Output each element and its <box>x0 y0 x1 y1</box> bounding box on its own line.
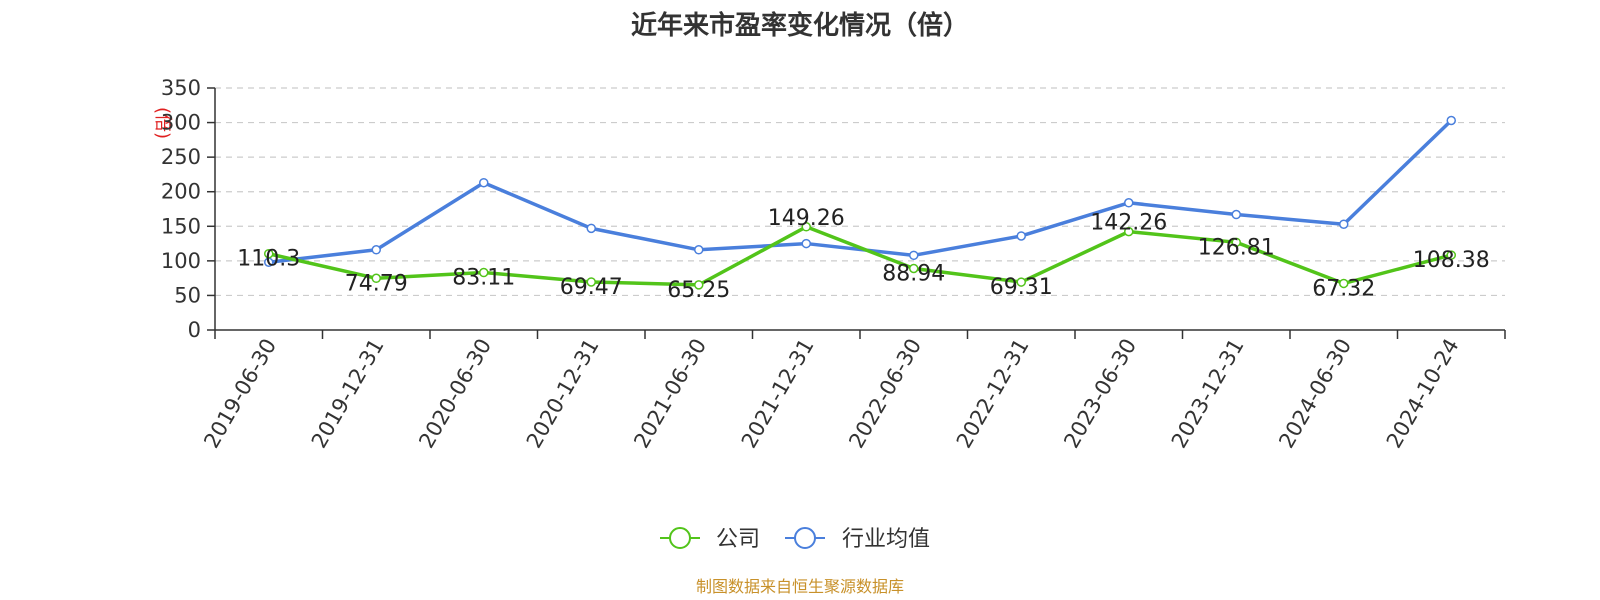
company-data-point <box>479 267 489 278</box>
company-data-point <box>694 280 704 290</box>
company-data-point <box>586 277 596 287</box>
chart-title: 近年来市盈率变化情况（倍） <box>631 10 969 41</box>
x-tick-label: 2024-10-24 <box>1382 335 1464 453</box>
company-series-line <box>268 225 1452 287</box>
y-tick-label: 300 <box>161 111 201 135</box>
industry-average-data-point <box>371 245 381 255</box>
y-tick-label: 250 <box>161 145 201 169</box>
company-data-label: 74.79 <box>345 271 408 296</box>
company-data-label: 67.32 <box>1312 276 1375 301</box>
x-tick-label: 2020-06-30 <box>414 335 496 453</box>
industry-average-data-point <box>1124 198 1134 208</box>
data-labels: 110.3 74.79 83.11 69.47 65.25 149.26 88.94 69.3… <box>237 206 1489 303</box>
legend-marker-industry-average <box>794 527 816 549</box>
x-tick-label: 2021-06-30 <box>629 335 711 453</box>
company-data-label: 69.31 <box>990 275 1053 300</box>
y-axis-label: (倍) <box>152 107 173 139</box>
axes: 0 50 100 150 200 250 300 350 2019-06-30 2019-12-3… <box>161 76 1506 453</box>
company-data-label: 126.81 <box>1198 235 1275 260</box>
company-data-label: 108.38 <box>1413 248 1490 273</box>
x-tick-label: 2024-06-30 <box>1274 335 1356 453</box>
grid-lines <box>215 87 1505 297</box>
company-data-point <box>1231 237 1241 248</box>
industry-average-data-point <box>1339 219 1349 229</box>
y-tick-label: 150 <box>161 214 201 238</box>
company-data-point <box>1016 277 1026 287</box>
company-data-label: 88.94 <box>882 262 945 287</box>
company-data-point <box>1446 250 1456 260</box>
legend-marker-company <box>669 527 691 549</box>
x-tick-label: 2022-06-30 <box>844 335 926 453</box>
company-data-point <box>371 273 381 284</box>
company-data-point <box>909 263 919 274</box>
x-tick-label: 2021-12-31 <box>737 335 819 453</box>
industry-average-data-point <box>1016 231 1026 241</box>
y-tick-label: 50 <box>174 283 201 307</box>
legend: 公司 行业均值 <box>660 527 930 552</box>
legend-item-company[interactable]: 公司 <box>660 527 760 552</box>
legend-label-industry-average: 行业均值 <box>842 527 930 552</box>
company-data-label: 65.25 <box>667 278 730 303</box>
company-data-label: 149.26 <box>768 206 845 231</box>
company-data-label: 69.47 <box>560 275 623 300</box>
industry-average-data-point <box>909 250 919 261</box>
x-tick-label: 2022-12-31 <box>952 335 1034 453</box>
legend-label-company: 公司 <box>716 527 760 552</box>
x-tick-label: 2020-12-31 <box>522 335 604 453</box>
legend-item-industry-average[interactable]: 行业均值 <box>785 527 930 552</box>
company-data-point <box>801 222 811 232</box>
company-data-label: 110.3 <box>237 247 300 272</box>
x-tick-label: 2019-06-30 <box>199 335 281 453</box>
y-tick-label: 100 <box>161 249 201 273</box>
company-data-label: 83.11 <box>452 266 515 291</box>
industry-average-data-point <box>694 245 704 255</box>
y-tick-label: 0 <box>188 318 201 342</box>
source-note: 制图数据来自恒生聚源数据库 <box>696 577 904 596</box>
x-tick-label: 2023-06-30 <box>1059 335 1141 453</box>
series-lines <box>264 115 1456 290</box>
company-data-point <box>1124 226 1134 237</box>
industry-average-data-point <box>1446 115 1456 126</box>
industry-average-data-point <box>1231 209 1241 220</box>
industry-average-data-point <box>586 223 596 234</box>
industry-average-data-point <box>801 238 811 249</box>
y-tick-label: 350 <box>161 76 201 100</box>
industry-average-data-point <box>479 177 489 188</box>
company-data-point <box>264 248 274 259</box>
x-tick-label: 2023-12-31 <box>1167 335 1249 453</box>
x-tick-label: 2019-12-31 <box>307 335 389 453</box>
company-data-label: 142.26 <box>1090 211 1167 236</box>
y-tick-label: 200 <box>161 180 201 204</box>
company-data-point <box>1339 278 1349 289</box>
